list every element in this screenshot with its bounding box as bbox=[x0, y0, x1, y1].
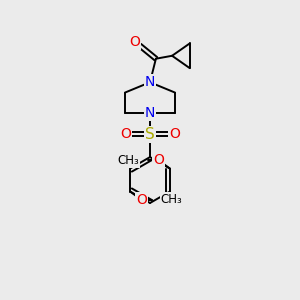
Text: O: O bbox=[129, 35, 140, 49]
Text: N: N bbox=[145, 75, 155, 89]
Text: N: N bbox=[145, 106, 155, 120]
Text: O: O bbox=[120, 128, 131, 141]
Text: O: O bbox=[169, 128, 180, 141]
Text: O: O bbox=[136, 193, 147, 207]
Text: CH₃: CH₃ bbox=[161, 193, 182, 206]
Text: O: O bbox=[153, 153, 164, 167]
Text: CH₃: CH₃ bbox=[118, 154, 139, 167]
Text: S: S bbox=[145, 127, 155, 142]
